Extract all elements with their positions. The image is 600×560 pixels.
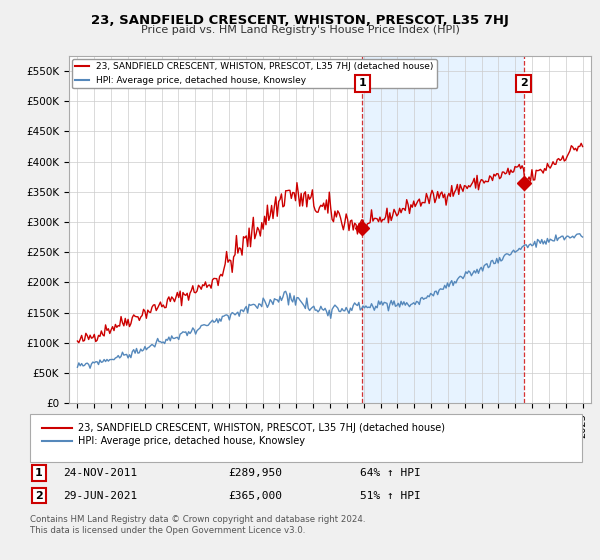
Text: 1: 1 — [358, 78, 366, 88]
Legend: 23, SANDFIELD CRESCENT, WHISTON, PRESCOT, L35 7HJ (detached house), HPI: Average: 23, SANDFIELD CRESCENT, WHISTON, PRESCOT… — [72, 59, 437, 88]
Text: 23, SANDFIELD CRESCENT, WHISTON, PRESCOT, L35 7HJ (detached house): 23, SANDFIELD CRESCENT, WHISTON, PRESCOT… — [78, 423, 445, 433]
Text: £365,000: £365,000 — [228, 491, 282, 501]
Text: £289,950: £289,950 — [228, 468, 282, 478]
Bar — [362, 56, 524, 403]
Text: 2: 2 — [520, 78, 527, 88]
Text: 64% ↑ HPI: 64% ↑ HPI — [360, 468, 421, 478]
Text: 29-JUN-2021: 29-JUN-2021 — [63, 491, 137, 501]
Text: 2: 2 — [35, 491, 43, 501]
Text: 24-NOV-2011: 24-NOV-2011 — [63, 468, 137, 478]
Text: Contains HM Land Registry data © Crown copyright and database right 2024.
This d: Contains HM Land Registry data © Crown c… — [30, 515, 365, 535]
Text: 23, SANDFIELD CRESCENT, WHISTON, PRESCOT, L35 7HJ: 23, SANDFIELD CRESCENT, WHISTON, PRESCOT… — [91, 14, 509, 27]
Text: 51% ↑ HPI: 51% ↑ HPI — [360, 491, 421, 501]
Text: Price paid vs. HM Land Registry's House Price Index (HPI): Price paid vs. HM Land Registry's House … — [140, 25, 460, 35]
Text: HPI: Average price, detached house, Knowsley: HPI: Average price, detached house, Know… — [78, 436, 305, 446]
Text: 1: 1 — [35, 468, 43, 478]
